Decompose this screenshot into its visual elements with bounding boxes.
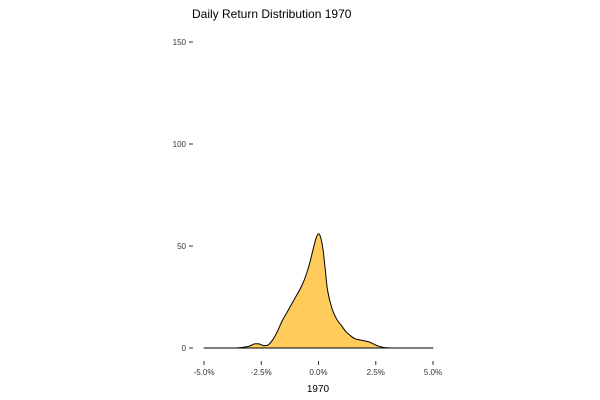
y-axis: 0 50 100 150 [173, 38, 193, 353]
y-tick-label: 150 [173, 38, 187, 47]
x-tick-label: -5.0% [194, 368, 215, 377]
density-area [203, 233, 434, 349]
x-tick-label: 0.0% [309, 368, 327, 377]
x-tick-label: 5.0% [424, 368, 442, 377]
y-tick-label: 0 [182, 344, 187, 353]
x-axis: -5.0% -2.5% 0.0% 2.5% 5.0% [194, 361, 442, 377]
chart-title: Daily Return Distribution 1970 [192, 7, 352, 21]
x-tick-label: -2.5% [251, 368, 272, 377]
x-tick-label: 2.5% [367, 368, 385, 377]
x-axis-title: 1970 [307, 384, 330, 395]
y-tick-label: 50 [177, 242, 186, 251]
y-tick-label: 100 [173, 140, 187, 149]
